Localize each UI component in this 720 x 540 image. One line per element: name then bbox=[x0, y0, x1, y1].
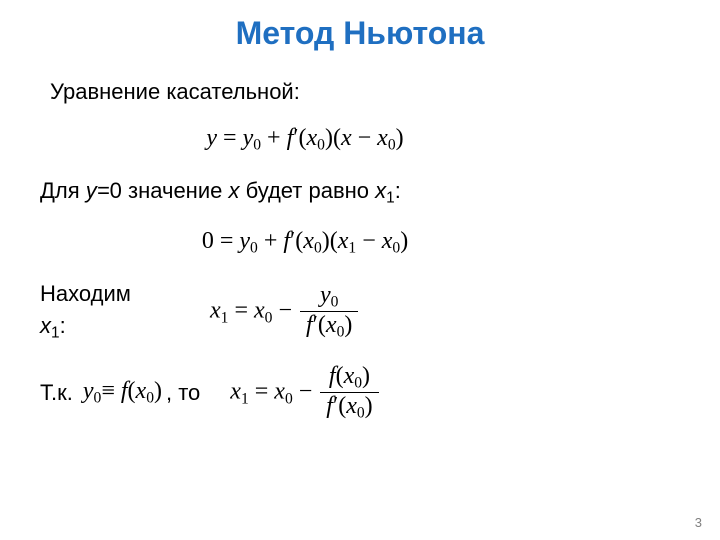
identity-equation: y0≡ f(x0) bbox=[83, 378, 162, 408]
sym-y0s: 0 bbox=[253, 136, 261, 153]
fraction-fx0-fprime: f(x0)f′(x0) bbox=[320, 363, 378, 423]
sym-lp: ( bbox=[299, 125, 307, 151]
find-word: Находим bbox=[40, 281, 131, 306]
sym2-plus: + bbox=[258, 228, 284, 254]
tangent-equation: y = y0 + f′(x0)(x − x0) bbox=[206, 125, 403, 151]
sym-lp2: ( bbox=[333, 125, 341, 151]
equation-1: y = y0 + f′(x0)(x − x0) bbox=[40, 125, 680, 155]
since-row: Т.к. y0≡ f(x0) , то x1 = x0 − f(x0)f′(x0… bbox=[40, 363, 680, 423]
tangent-label: Уравнение касательной: bbox=[50, 77, 680, 107]
sym2-0: 0 bbox=[202, 228, 214, 254]
e3-df: f bbox=[306, 312, 313, 338]
e4-nx: x bbox=[344, 363, 355, 389]
fraction-y0-fprime: y0f′(x0) bbox=[300, 282, 358, 342]
sym-rp: ) bbox=[325, 125, 333, 151]
e4-df: f bbox=[326, 393, 333, 419]
find-x1-row: Находим x1: x1 = x0 − y0f′(x0) bbox=[40, 279, 680, 344]
sym-x0s: 0 bbox=[317, 136, 325, 153]
e4-x1s: 1 bbox=[241, 390, 249, 407]
equation-4: x1 = x0 − f(x0)f′(x0) bbox=[230, 363, 380, 423]
e3-x0x: x bbox=[254, 298, 265, 324]
text-x1s: 1 bbox=[386, 190, 395, 207]
text-for: Для bbox=[40, 178, 86, 203]
sym-eq: = bbox=[217, 125, 243, 151]
text-value: значение bbox=[122, 178, 229, 203]
id-rp: ) bbox=[154, 378, 162, 404]
e4-nlp: ( bbox=[336, 363, 344, 389]
e4-nf: f bbox=[329, 363, 336, 389]
id-xs: 0 bbox=[146, 389, 154, 406]
e3-minus: − bbox=[272, 298, 298, 324]
e4-x1x: x bbox=[230, 378, 241, 404]
equation-2: 0 = y0 + f′(x0)(x1 − x0) bbox=[40, 228, 680, 258]
page-number: 3 bbox=[695, 515, 702, 530]
e4-eq: = bbox=[249, 378, 275, 404]
sym-x0bx: x bbox=[377, 125, 388, 151]
e4-minus: − bbox=[293, 378, 319, 404]
equation-3: x1 = x0 − y0f′(x0) bbox=[210, 282, 360, 342]
id-y: y bbox=[83, 378, 94, 404]
e3-dx: x bbox=[326, 312, 337, 338]
sym-minus: − bbox=[352, 125, 378, 151]
text-equals: будет равно bbox=[239, 178, 375, 203]
find-xs: 1 bbox=[51, 325, 60, 342]
sym-y0y: y bbox=[243, 125, 254, 151]
sym2-rp: ) bbox=[322, 228, 330, 254]
e3-drp: ) bbox=[344, 312, 352, 338]
sym2-x1x: x bbox=[338, 228, 349, 254]
sym2-rp2: ) bbox=[400, 228, 408, 254]
sym2-lp2: ( bbox=[330, 228, 338, 254]
find-x: x bbox=[40, 313, 51, 338]
sym2-y: y bbox=[239, 228, 250, 254]
sym2-minus: − bbox=[356, 228, 382, 254]
find-colon: : bbox=[60, 313, 66, 338]
sym-y: y bbox=[206, 125, 217, 151]
slide-title: Метод Ньютона bbox=[40, 15, 680, 52]
sym-rp2: ) bbox=[396, 125, 404, 151]
e3-x1x: x bbox=[210, 298, 221, 324]
e4-x0s: 0 bbox=[285, 390, 293, 407]
e3-nys: 0 bbox=[331, 294, 339, 311]
text-x: x bbox=[228, 178, 239, 203]
id-lp: ( bbox=[128, 378, 136, 404]
e4-dx: x bbox=[346, 393, 357, 419]
e4-nrp: ) bbox=[362, 363, 370, 389]
text-colon: : bbox=[395, 178, 401, 203]
e4-nxs: 0 bbox=[354, 374, 362, 391]
find-label: Находим x1: bbox=[40, 279, 210, 344]
text-yeq: y= bbox=[86, 178, 110, 203]
sym2-ys: 0 bbox=[250, 239, 258, 256]
since-label: Т.к. bbox=[40, 378, 73, 408]
text-x1x: x bbox=[375, 178, 386, 203]
id-equiv: ≡ bbox=[101, 378, 121, 404]
since-then: , то bbox=[166, 378, 200, 408]
sym-x0bs: 0 bbox=[388, 136, 396, 153]
e3-dlp: ( bbox=[318, 312, 326, 338]
id-x: x bbox=[136, 378, 147, 404]
sym2-x0bx: x bbox=[382, 228, 393, 254]
slide: Метод Ньютона Уравнение касательной: y =… bbox=[0, 0, 720, 540]
sym-x0x: x bbox=[307, 125, 318, 151]
e4-x0x: x bbox=[274, 378, 285, 404]
e4-dxs: 0 bbox=[357, 405, 365, 422]
text-zero: 0 bbox=[110, 178, 122, 203]
e4-dlp: ( bbox=[338, 393, 346, 419]
zero-equation: 0 = y0 + f′(x0)(x1 − x0) bbox=[202, 228, 408, 254]
y0-line: Для y=0 значение x будет равно x1: bbox=[40, 176, 680, 209]
sym2-x0s: 0 bbox=[314, 239, 322, 256]
sym-plus: + bbox=[261, 125, 287, 151]
id-f: f bbox=[121, 378, 128, 404]
e3-ny: y bbox=[320, 282, 331, 308]
e4-drp: ) bbox=[365, 393, 373, 419]
sym2-eq: = bbox=[214, 228, 240, 254]
sym-x: x bbox=[341, 125, 352, 151]
sym2-x0x: x bbox=[303, 228, 314, 254]
e3-eq: = bbox=[228, 298, 254, 324]
